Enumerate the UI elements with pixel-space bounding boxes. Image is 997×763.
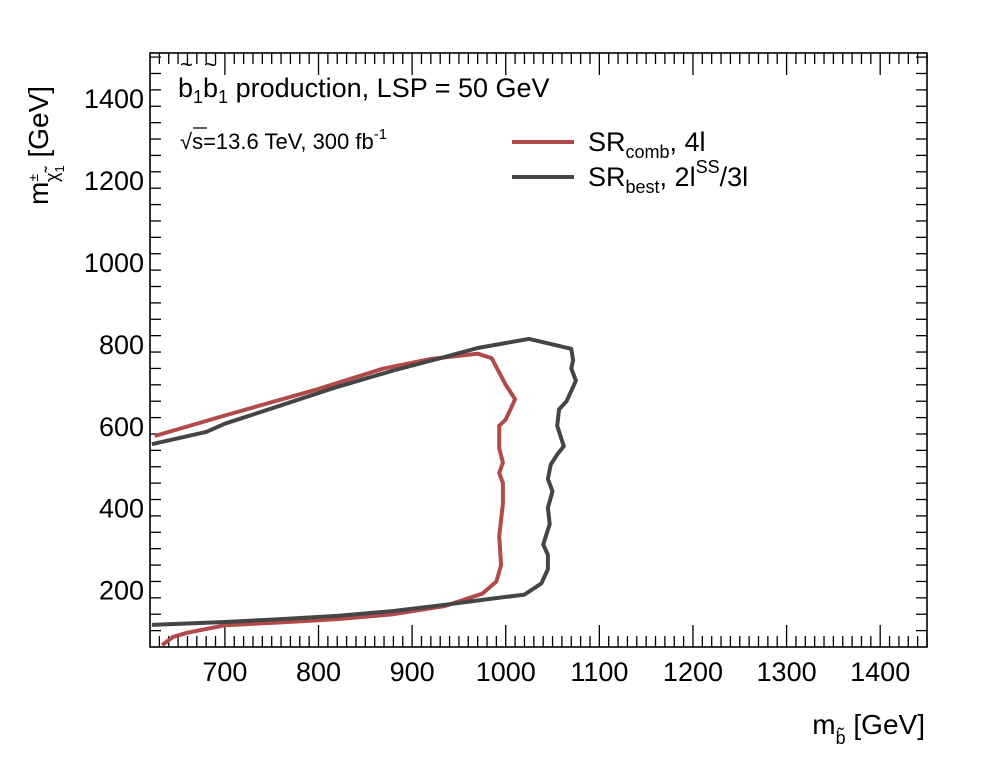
tilde-mark-2: ~	[204, 52, 217, 77]
process-b1-sub: 1	[193, 87, 203, 107]
legend-best-sub: best	[626, 177, 660, 197]
y-axis-main: m	[23, 182, 54, 205]
process-annotation: b1b1 production, LSP = 50 GeV	[178, 73, 550, 107]
tilde-mark-1: ~	[180, 52, 193, 77]
energy-annotation: √s=13.6 TeV, 300 fb-1	[180, 126, 387, 154]
y-tick-label: 800	[99, 330, 144, 360]
process-b2-sub: 1	[218, 87, 228, 107]
x-tick-label: 700	[202, 657, 247, 687]
y-tick-label: 1400	[84, 84, 144, 114]
legend-best-mid: , 2l	[660, 162, 696, 192]
x-tick-label: 800	[296, 657, 341, 687]
process-b2: b	[203, 73, 218, 103]
legend-comb-rest: , 4l	[670, 127, 706, 157]
y-axis-label: m±χ̃1 [GeV]	[23, 86, 67, 205]
y-axis-unit: [GeV]	[23, 86, 54, 165]
curves	[151, 336, 578, 647]
legend-comb-sub: comb	[626, 142, 670, 162]
process-b1: b	[178, 73, 193, 103]
legend-best-sup: SS	[696, 157, 720, 177]
energy-text: s=13.6 TeV, 300 fb	[192, 129, 374, 154]
energy-sup: -1	[374, 126, 387, 143]
tick-labels: 700 800 900 1000 1100 1200 1300 1400 200 400 600 80…	[84, 84, 910, 687]
x-axis-unit: [GeV]	[846, 709, 925, 740]
y-tick-label: 1200	[84, 166, 144, 196]
x-tick-label: 1000	[476, 657, 536, 687]
y-axis-subsub: 1	[52, 165, 67, 172]
legend-best-main: SR	[588, 162, 626, 192]
y-tick-label: 200	[99, 576, 144, 606]
y-tick-label: 600	[99, 412, 144, 442]
x-axis-main: m	[812, 709, 835, 740]
process-text: production, LSP = 50 GeV	[228, 73, 549, 103]
legend-best-rest: /3l	[720, 162, 749, 192]
sqrt-symbol: √	[180, 129, 193, 154]
y-tick-label: 400	[99, 494, 144, 524]
legend: SRcomb, 4l SRbest, 2lSS/3l	[512, 127, 748, 197]
legend-label-comb: SRcomb, 4l	[588, 127, 706, 162]
x-tick-label: 1100	[570, 657, 628, 687]
series-line-best	[151, 336, 578, 627]
x-tick-label: 900	[390, 657, 435, 687]
y-tick-label: 1000	[84, 248, 144, 278]
plot-frame	[149, 52, 928, 648]
legend-comb-main: SR	[588, 127, 626, 157]
x-tick-label: 1200	[663, 657, 723, 687]
ticks	[150, 53, 928, 647]
y-axis-sup: ±	[25, 174, 41, 182]
x-axis-sub: b̃	[836, 727, 846, 748]
legend-label-best: SRbest, 2lSS/3l	[588, 157, 748, 197]
x-axis-label: mb̃ [GeV]	[812, 709, 925, 748]
x-tick-label: 1300	[757, 657, 817, 687]
x-tick-label: 1400	[850, 657, 910, 687]
